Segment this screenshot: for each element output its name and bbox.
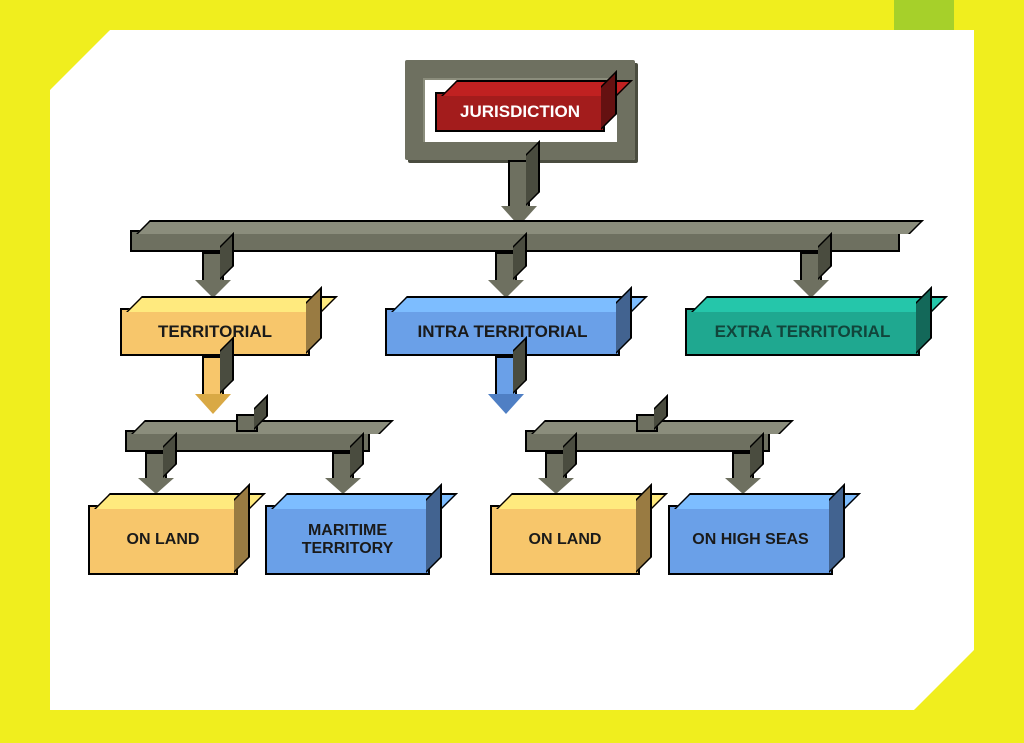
intra-stem-arrow (488, 394, 524, 414)
diagram-panel: JURISDICTION TERRITORIAL INTRA TERRITORI… (50, 30, 974, 710)
node-onland-1: ON LAND (88, 505, 238, 575)
node-intra: INTRA TERRITORIAL (385, 308, 620, 356)
left-split (125, 430, 370, 452)
drop-2 (495, 252, 517, 282)
right-split-in (636, 414, 658, 432)
node-territorial-label: TERRITORIAL (158, 322, 272, 342)
node-maritime-label: MARITIME TERRITORY (277, 522, 418, 558)
root-node: JURISDICTION (435, 92, 605, 132)
node-highseas: ON HIGH SEAS (668, 505, 833, 575)
right-split (525, 430, 770, 452)
node-maritime: MARITIME TERRITORY (265, 505, 430, 575)
node-extra-label: EXTRA TERRITORIAL (715, 322, 891, 342)
node-intra-label: INTRA TERRITORIAL (418, 322, 588, 342)
left-split-a1 (138, 478, 174, 494)
terr-stem-arrow (195, 394, 231, 414)
drop-3 (800, 252, 822, 282)
right-split-d1 (545, 452, 567, 480)
root-label: JURISDICTION (460, 102, 580, 122)
left-split-in (236, 414, 258, 432)
node-extra: EXTRA TERRITORIAL (685, 308, 920, 356)
left-split-a2 (325, 478, 361, 494)
root-stem (508, 160, 530, 208)
drop-1 (202, 252, 224, 282)
terr-stem (202, 356, 224, 396)
left-split-d1 (145, 452, 167, 480)
intra-stem (495, 356, 517, 396)
node-highseas-label: ON HIGH SEAS (692, 531, 808, 549)
right-split-d2 (732, 452, 754, 480)
left-split-d2 (332, 452, 354, 480)
right-split-a2 (725, 478, 761, 494)
node-territorial: TERRITORIAL (120, 308, 310, 356)
right-split-a1 (538, 478, 574, 494)
node-onland-2: ON LAND (490, 505, 640, 575)
node-onland-2-label: ON LAND (529, 531, 602, 549)
node-onland-1-label: ON LAND (127, 531, 200, 549)
